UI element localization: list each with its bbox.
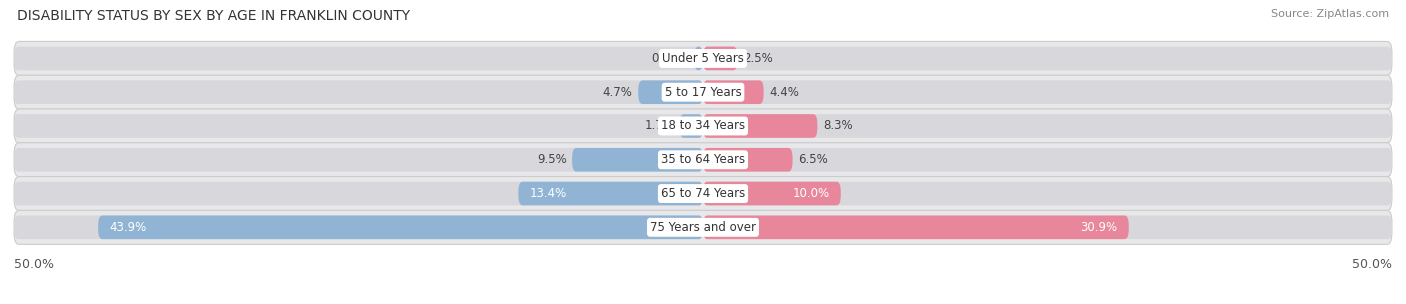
Text: 2.5%: 2.5% — [742, 52, 773, 65]
Text: 65 to 74 Years: 65 to 74 Years — [661, 187, 745, 200]
FancyBboxPatch shape — [14, 47, 703, 70]
FancyBboxPatch shape — [703, 114, 817, 138]
FancyBboxPatch shape — [14, 216, 703, 239]
FancyBboxPatch shape — [14, 41, 1392, 75]
FancyBboxPatch shape — [14, 80, 703, 104]
Text: 50.0%: 50.0% — [14, 258, 53, 271]
Text: 4.4%: 4.4% — [769, 86, 799, 99]
FancyBboxPatch shape — [519, 182, 703, 206]
FancyBboxPatch shape — [703, 80, 1392, 104]
FancyBboxPatch shape — [14, 148, 703, 171]
Text: 75 Years and over: 75 Years and over — [650, 221, 756, 234]
Text: 0.64%: 0.64% — [651, 52, 689, 65]
Text: 1.7%: 1.7% — [644, 119, 673, 133]
FancyBboxPatch shape — [703, 47, 1392, 70]
FancyBboxPatch shape — [679, 114, 703, 138]
FancyBboxPatch shape — [572, 148, 703, 171]
FancyBboxPatch shape — [638, 80, 703, 104]
FancyBboxPatch shape — [14, 182, 703, 206]
Text: 30.9%: 30.9% — [1081, 221, 1118, 234]
FancyBboxPatch shape — [703, 80, 763, 104]
FancyBboxPatch shape — [703, 182, 841, 206]
FancyBboxPatch shape — [98, 216, 703, 239]
FancyBboxPatch shape — [703, 114, 1392, 138]
Text: 5 to 17 Years: 5 to 17 Years — [665, 86, 741, 99]
FancyBboxPatch shape — [14, 75, 1392, 109]
Text: DISABILITY STATUS BY SEX BY AGE IN FRANKLIN COUNTY: DISABILITY STATUS BY SEX BY AGE IN FRANK… — [17, 9, 411, 23]
FancyBboxPatch shape — [703, 47, 738, 70]
Text: 6.5%: 6.5% — [799, 153, 828, 166]
Text: 8.3%: 8.3% — [823, 119, 852, 133]
FancyBboxPatch shape — [703, 148, 1392, 171]
FancyBboxPatch shape — [695, 47, 703, 70]
Text: 35 to 64 Years: 35 to 64 Years — [661, 153, 745, 166]
FancyBboxPatch shape — [14, 114, 703, 138]
FancyBboxPatch shape — [703, 148, 793, 171]
Text: Source: ZipAtlas.com: Source: ZipAtlas.com — [1271, 9, 1389, 19]
Text: 43.9%: 43.9% — [110, 221, 146, 234]
FancyBboxPatch shape — [703, 216, 1129, 239]
FancyBboxPatch shape — [14, 177, 1392, 211]
Text: 18 to 34 Years: 18 to 34 Years — [661, 119, 745, 133]
FancyBboxPatch shape — [14, 143, 1392, 177]
FancyBboxPatch shape — [703, 182, 1392, 206]
Text: 9.5%: 9.5% — [537, 153, 567, 166]
FancyBboxPatch shape — [703, 216, 1392, 239]
Text: 13.4%: 13.4% — [530, 187, 567, 200]
FancyBboxPatch shape — [14, 109, 1392, 143]
Text: 4.7%: 4.7% — [603, 86, 633, 99]
Text: 10.0%: 10.0% — [793, 187, 830, 200]
FancyBboxPatch shape — [14, 210, 1392, 244]
Text: Under 5 Years: Under 5 Years — [662, 52, 744, 65]
Text: 50.0%: 50.0% — [1353, 258, 1392, 271]
